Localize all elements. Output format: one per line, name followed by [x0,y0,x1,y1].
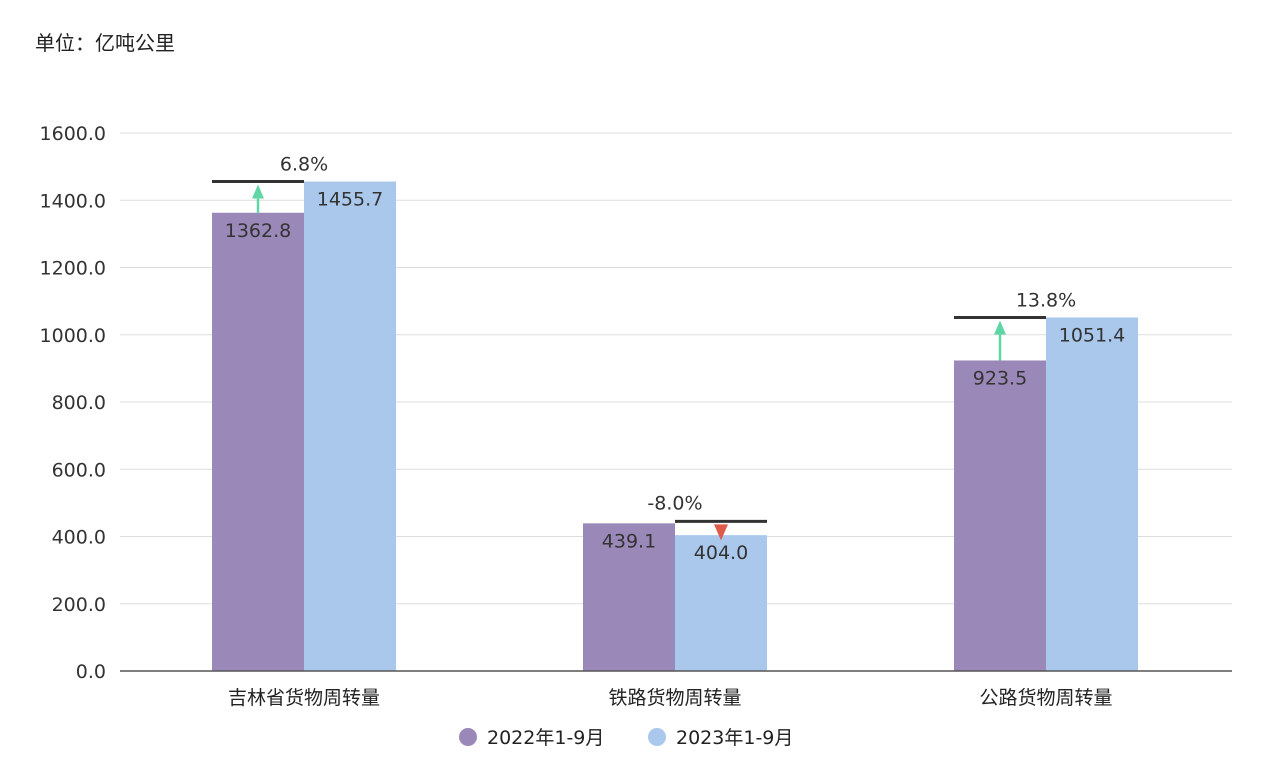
bar[interactable] [1046,317,1138,671]
change-label: -8.0% [647,492,702,514]
y-tick-label: 1400.0 [40,190,106,212]
bar[interactable] [675,535,767,671]
change-label: 6.8% [280,154,328,176]
change-annotations: 6.8% -8.0% 13.8% [212,154,1076,541]
y-tick-label: 800.0 [52,392,106,414]
unit-label: 单位：亿吨公里 [35,31,175,55]
legend-label[interactable]: 2022年1-9月 [487,727,604,749]
legend-marker[interactable] [648,728,666,746]
bar[interactable] [583,523,675,671]
up-arrow-icon [252,184,264,199]
y-axis-tick-labels: 0.0 200.0 400.0 600.0 800.0 1000.0 1200.0 1400.… [40,123,106,683]
data-labels: 1362.8 1455.7 439.1 404.0 923.5 1051.4 [225,189,1125,565]
down-arrow-icon [714,524,728,541]
x-tick-label: 公路货物周转量 [979,687,1112,709]
bar[interactable] [304,181,396,671]
change-label: 13.8% [1016,289,1076,311]
y-tick-label: 200.0 [52,594,106,616]
bar-value-label: 1051.4 [1059,324,1125,346]
bars [212,181,1138,672]
bar-value-label: 1455.7 [317,189,383,211]
y-tick-label: 0.0 [76,661,106,683]
bar-value-label: 404.0 [694,542,748,564]
legend-marker[interactable] [459,728,477,746]
bar-value-label: 923.5 [973,367,1027,389]
x-axis-tick-labels: 吉林省货物周转量 铁路货物周转量 公路货物周转量 [228,687,1113,709]
y-tick-label: 1600.0 [40,123,106,145]
legend[interactable]: 2022年1-9月 2023年1-9月 [459,727,793,749]
y-tick-label: 400.0 [52,527,106,549]
up-arrow-icon [994,320,1006,335]
bar-value-label: 1362.8 [225,220,291,242]
y-tick-label: 1200.0 [40,258,106,280]
x-tick-label: 吉林省货物周转量 [228,687,380,709]
y-tick-label: 600.0 [52,459,106,481]
y-tick-label: 1000.0 [40,325,106,347]
bar-value-label: 439.1 [602,530,656,552]
bar[interactable] [212,212,304,672]
bar[interactable] [954,360,1046,671]
x-tick-label: 铁路货物周转量 [608,687,741,709]
legend-label[interactable]: 2023年1-9月 [676,727,793,749]
